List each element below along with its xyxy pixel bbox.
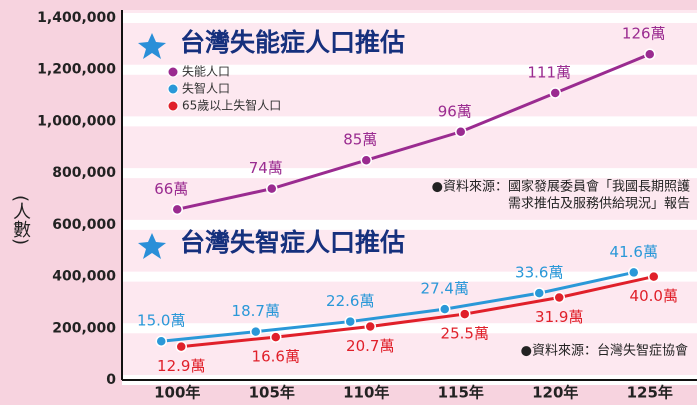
y-tick-label: 800,000 [52, 165, 116, 181]
value-label: 96萬 [438, 102, 472, 120]
value-label: 33.6萬 [515, 264, 563, 282]
value-label: 25.5萬 [441, 325, 489, 343]
value-label: 126萬 [622, 25, 666, 43]
value-label: 40.0萬 [630, 287, 678, 305]
chart-title: 台灣失智症人口推估 [180, 228, 405, 257]
point [534, 288, 544, 298]
source-note: ●資料來源：國家發展委員會「我國長期照護 [432, 179, 690, 195]
point [645, 49, 655, 59]
point [271, 332, 281, 342]
point [550, 88, 560, 98]
chart-title: 台灣失能症人口推估 [180, 28, 405, 57]
x-tick-label: 100年 [154, 384, 200, 402]
value-label: 16.6萬 [252, 348, 300, 366]
y-tick-label: 200,000 [52, 320, 116, 336]
legend-label: 失能人口 [182, 64, 230, 79]
source-note: 需求推估及服務供給現況」報告 [508, 197, 690, 212]
value-label: 20.7萬 [346, 337, 394, 355]
legend-marker [168, 67, 178, 77]
value-label: 15.0萬 [137, 312, 185, 330]
y-tick-label: 400,000 [52, 269, 116, 285]
point [554, 293, 564, 303]
y-tick-label: 1,000,000 [37, 113, 116, 129]
x-tick-label: 110年 [343, 384, 389, 402]
legend-marker [168, 101, 178, 111]
x-tick-label: 125年 [627, 384, 673, 402]
value-label: 27.4萬 [421, 280, 469, 298]
x-tick-label: 120年 [532, 384, 578, 402]
point [456, 127, 466, 137]
legend-label: 失智人口 [182, 81, 230, 96]
chart: (人數) 台灣失能症人口推估 台灣失智症人口推估 ●資料來源：國家發展委員會「我… [0, 0, 697, 405]
point [156, 336, 166, 346]
value-label: 22.6萬 [326, 292, 374, 310]
point [176, 342, 186, 352]
y-tick-label: 600,000 [52, 217, 116, 233]
value-label: 111萬 [527, 63, 571, 81]
value-label: 85萬 [343, 131, 377, 149]
legend-label: 65歲以上失智人口 [182, 98, 281, 113]
value-label: 66萬 [154, 180, 188, 198]
legend-marker [168, 84, 178, 94]
value-label: 41.6萬 [610, 243, 658, 261]
point [460, 309, 470, 319]
point [629, 267, 639, 277]
point [365, 321, 375, 331]
value-label: 18.7萬 [232, 302, 280, 320]
x-tick-label: 115年 [438, 384, 484, 402]
y-tick-label: 1,400,000 [37, 10, 116, 26]
point [649, 272, 659, 282]
point [440, 304, 450, 314]
point [361, 155, 371, 165]
point [345, 317, 355, 327]
y-tick-label: 0 [106, 372, 116, 388]
source-note: ●資料來源：台灣失智症協會 [521, 344, 688, 359]
value-label: 31.9萬 [535, 308, 583, 326]
x-tick-label: 105年 [249, 384, 295, 402]
value-label: 12.9萬 [157, 357, 205, 375]
point [251, 327, 261, 337]
point [267, 184, 277, 194]
value-label: 74萬 [249, 159, 283, 177]
y-axis-label: (人數) [10, 195, 31, 245]
y-tick-label: 1,200,000 [37, 62, 116, 78]
point [172, 204, 182, 214]
